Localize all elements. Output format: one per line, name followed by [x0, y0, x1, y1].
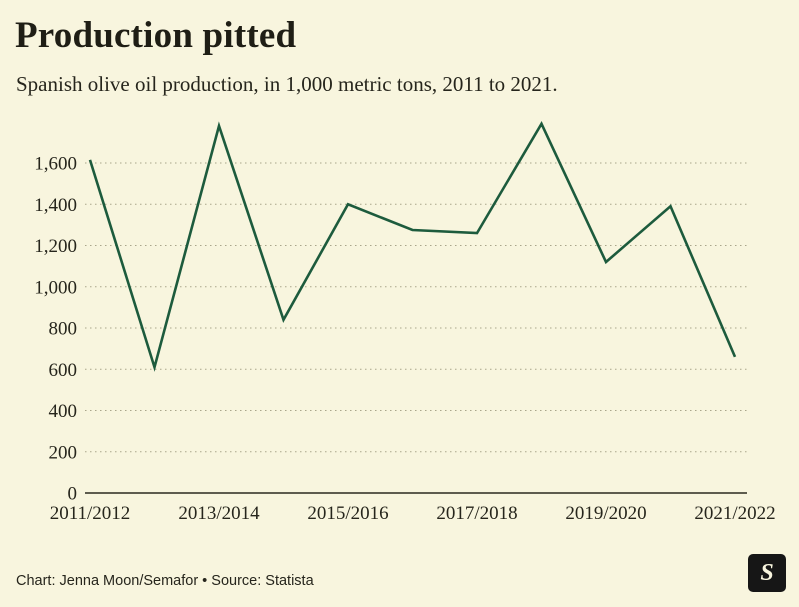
x-axis-labels: 2011/2012 2013/2014 2015/2016 2017/2018 2019…	[50, 503, 776, 524]
svg-text:2017/2018: 2017/2018	[436, 503, 517, 524]
svg-text:400: 400	[49, 401, 78, 422]
svg-text:0: 0	[68, 484, 78, 505]
svg-text:1,400: 1,400	[34, 195, 77, 216]
production-line	[88, 121, 737, 372]
svg-text:200: 200	[49, 442, 78, 463]
svg-text:2019/2020: 2019/2020	[565, 503, 646, 524]
svg-text:1,000: 1,000	[34, 277, 77, 298]
chart-svg: 0 200 400 600 800 1,000 1,200 1,400 1,600 2011/20…	[34, 121, 776, 524]
svg-text:1,600: 1,600	[34, 154, 77, 175]
semafor-logo-letter: S	[760, 560, 774, 586]
chart-subtitle: Spanish olive oil production, in 1,000 m…	[16, 72, 558, 96]
data-series	[88, 121, 737, 372]
y-axis-labels: 0 200 400 600 800 1,000 1,200 1,400 1,600	[34, 154, 77, 505]
svg-text:2013/2014: 2013/2014	[178, 503, 260, 524]
chart-footer: Chart: Jenna Moon/Semafor • Source: Stat…	[0, 549, 799, 607]
semafor-logo: S	[748, 554, 786, 592]
svg-text:2011/2012: 2011/2012	[50, 503, 131, 524]
svg-text:1,200: 1,200	[34, 236, 77, 257]
svg-text:2015/2016: 2015/2016	[307, 503, 388, 524]
svg-text:2021/2022: 2021/2022	[694, 503, 775, 524]
chart-credit: Chart: Jenna Moon/Semafor • Source: Stat…	[16, 573, 314, 589]
line-chart: 0 200 400 600 800 1,000 1,200 1,400 1,600 2011/20…	[0, 95, 799, 540]
svg-text:600: 600	[49, 360, 78, 381]
chart-title: Production pitted	[15, 15, 297, 56]
svg-text:800: 800	[49, 319, 78, 340]
gridlines	[85, 162, 747, 453]
